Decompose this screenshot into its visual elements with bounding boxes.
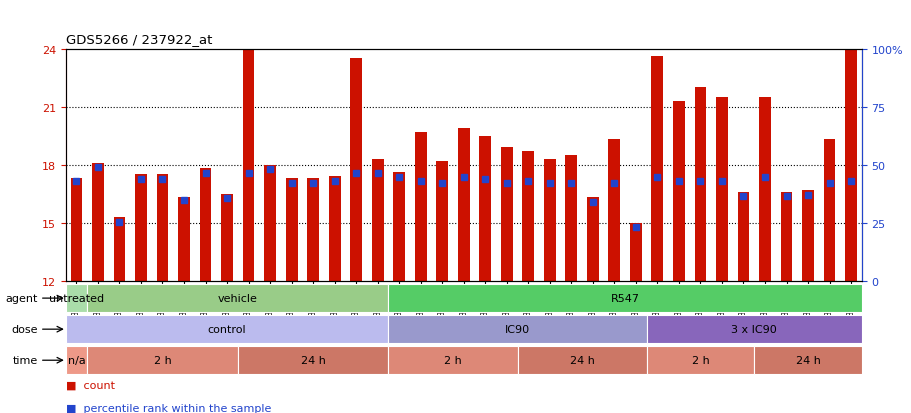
Text: ■  count: ■ count: [66, 380, 115, 390]
Bar: [350, 59, 362, 281]
Bar: [70, 179, 82, 281]
FancyBboxPatch shape: [87, 347, 238, 374]
FancyBboxPatch shape: [66, 347, 87, 374]
FancyBboxPatch shape: [66, 285, 87, 312]
Bar: [307, 179, 319, 281]
Text: 2 h: 2 h: [691, 355, 709, 366]
Text: 24 h: 24 h: [301, 355, 325, 366]
Bar: [479, 136, 491, 281]
Text: 3 x IC90: 3 x IC90: [731, 324, 776, 335]
Text: 2 h: 2 h: [444, 355, 461, 366]
Bar: [565, 156, 577, 281]
Bar: [178, 198, 189, 281]
Bar: [200, 169, 211, 281]
Bar: [715, 98, 727, 281]
Bar: [737, 192, 749, 281]
Bar: [264, 165, 276, 281]
Text: n/a: n/a: [67, 355, 86, 366]
Text: IC90: IC90: [505, 324, 529, 335]
FancyBboxPatch shape: [753, 347, 861, 374]
Bar: [802, 190, 814, 281]
Text: 2 h: 2 h: [153, 355, 171, 366]
Bar: [844, 46, 856, 281]
Text: time: time: [13, 355, 37, 366]
Text: 24 h: 24 h: [794, 355, 820, 366]
Bar: [457, 128, 469, 281]
FancyBboxPatch shape: [388, 347, 517, 374]
FancyBboxPatch shape: [646, 347, 753, 374]
Bar: [823, 140, 834, 281]
Bar: [694, 88, 706, 281]
Bar: [672, 102, 684, 281]
Text: dose: dose: [11, 324, 37, 335]
Text: R547: R547: [610, 293, 639, 304]
Bar: [372, 159, 384, 281]
Bar: [758, 98, 770, 281]
Bar: [608, 140, 619, 281]
Bar: [113, 217, 125, 281]
Text: GDS5266 / 237922_at: GDS5266 / 237922_at: [66, 33, 211, 45]
Bar: [500, 148, 512, 281]
Bar: [780, 192, 792, 281]
FancyBboxPatch shape: [388, 285, 861, 312]
FancyBboxPatch shape: [517, 347, 646, 374]
Text: ■  percentile rank within the sample: ■ percentile rank within the sample: [66, 403, 271, 413]
Bar: [92, 163, 104, 281]
Bar: [328, 177, 340, 281]
FancyBboxPatch shape: [238, 347, 388, 374]
Bar: [157, 175, 169, 281]
FancyBboxPatch shape: [388, 316, 646, 343]
FancyBboxPatch shape: [646, 316, 861, 343]
Bar: [587, 198, 599, 281]
FancyBboxPatch shape: [66, 316, 388, 343]
Bar: [543, 159, 555, 281]
Bar: [393, 173, 404, 281]
Text: 24 h: 24 h: [569, 355, 594, 366]
Text: vehicle: vehicle: [218, 293, 258, 304]
Bar: [435, 161, 447, 281]
Bar: [630, 223, 641, 281]
Bar: [522, 152, 534, 281]
Bar: [220, 194, 232, 281]
Bar: [285, 179, 297, 281]
Text: control: control: [208, 324, 246, 335]
Bar: [135, 175, 147, 281]
Text: untreated: untreated: [49, 293, 104, 304]
Bar: [650, 57, 662, 281]
FancyBboxPatch shape: [87, 285, 388, 312]
Bar: [415, 133, 426, 281]
Text: agent: agent: [5, 293, 37, 304]
Bar: [242, 47, 254, 281]
